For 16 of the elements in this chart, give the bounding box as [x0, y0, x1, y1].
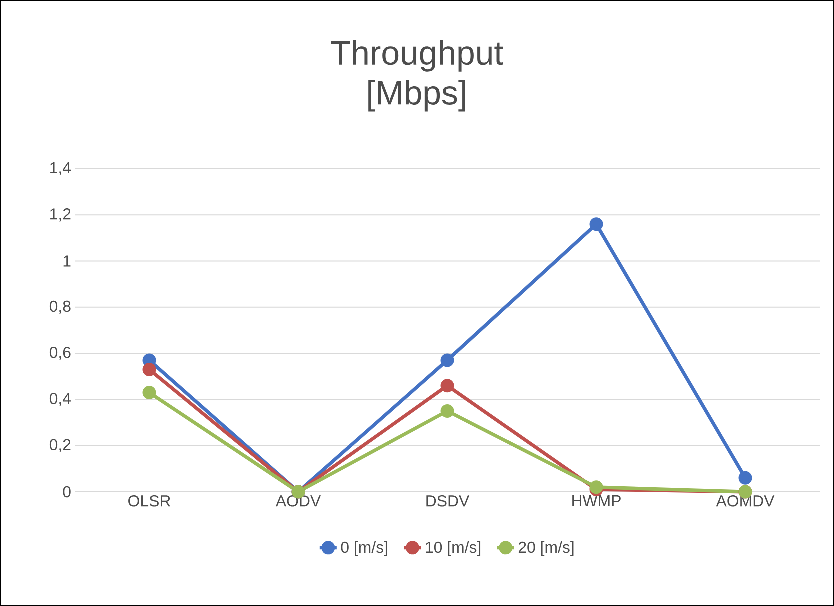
- y-tick-label: 0: [63, 486, 71, 498]
- chart-title: Throughput [Mbps]: [331, 40, 504, 112]
- x-tick-label: DSDV: [426, 496, 470, 507]
- y-tick-label: 0,6: [50, 346, 71, 360]
- legend-label: 20 [m/s]: [518, 541, 574, 556]
- x-tick-label: AOMDV: [716, 496, 775, 507]
- y-tick-label: 0,8: [50, 300, 71, 314]
- y-tick-label: 1: [64, 256, 71, 267]
- legend-label: 0 [m/s]: [341, 541, 388, 556]
- y-tick-label: 1,4: [50, 162, 72, 176]
- y-tick-label: 1,2: [50, 208, 71, 222]
- x-tick-label: HWMP: [572, 496, 621, 506]
- x-tick-label: OLSR: [128, 496, 170, 507]
- legend-label: 10 [m/s]: [426, 541, 481, 556]
- y-tick-label: 0,4: [50, 393, 72, 406]
- y-tick-label: 0,2: [50, 439, 71, 452]
